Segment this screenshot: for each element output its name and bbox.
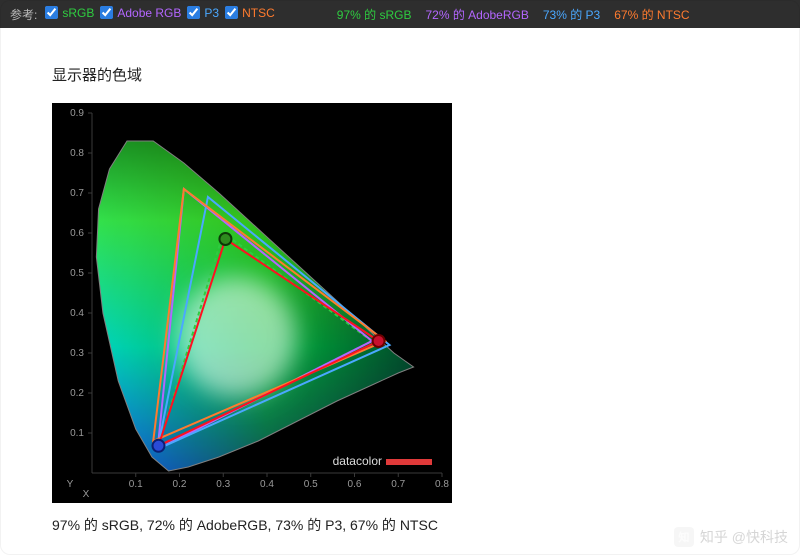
ref-checkbox[interactable]	[100, 6, 113, 19]
svg-text:0.7: 0.7	[391, 479, 405, 490]
svg-text:datacolor: datacolor	[333, 454, 382, 468]
svg-text:0.5: 0.5	[70, 268, 84, 279]
ref-checkbox[interactable]	[187, 6, 200, 19]
vertex-marker	[219, 233, 231, 245]
coverage-percent: 72% 的 AdobeRGB	[425, 8, 528, 22]
svg-text:0.9: 0.9	[70, 108, 84, 119]
ref-item-p3[interactable]: P3	[187, 6, 219, 20]
svg-text:0.6: 0.6	[348, 479, 362, 490]
svg-text:0.6: 0.6	[70, 228, 84, 239]
vertex-marker	[373, 335, 385, 347]
svg-text:0.2: 0.2	[173, 479, 187, 490]
vertex-marker	[153, 440, 165, 452]
reference-toolbar: 参考: sRGB Adobe RGB P3 NTSC 97% 的 sRGB 72% 的 …	[0, 0, 800, 28]
ref-item-srgb[interactable]: sRGB	[45, 6, 94, 20]
coverage-percent: 67% 的 NTSC	[614, 8, 689, 22]
svg-text:0.8: 0.8	[70, 148, 84, 159]
chart-caption: 97% 的 sRGB, 72% 的 AdobeRGB, 73% 的 P3, 67…	[52, 515, 748, 535]
svg-text:知: 知	[677, 530, 689, 544]
zhihu-icon: 知	[674, 527, 694, 547]
ref-name: P3	[204, 6, 219, 20]
svg-text:0.7: 0.7	[70, 188, 84, 199]
watermark-text: 知乎 @快科技	[700, 527, 788, 547]
svg-text:0.1: 0.1	[129, 479, 143, 490]
svg-text:0.3: 0.3	[216, 479, 230, 490]
ref-item-adobe-rgb[interactable]: Adobe RGB	[100, 6, 181, 20]
ref-checkbox[interactable]	[225, 6, 238, 19]
svg-text:0.4: 0.4	[70, 308, 84, 319]
svg-text:0.5: 0.5	[304, 479, 318, 490]
svg-text:0.1: 0.1	[70, 428, 84, 439]
reference-label: 参考:	[10, 6, 37, 23]
svg-text:0.8: 0.8	[435, 479, 449, 490]
svg-text:0.3: 0.3	[70, 348, 84, 359]
ref-name: sRGB	[62, 6, 94, 20]
ref-name: Adobe RGB	[117, 6, 181, 20]
coverage-percent: 97% 的 sRGB	[337, 8, 412, 22]
gamut-chart: 0.1 0.2 0.3 0.4 0.5 0.6 0.7 0.8 0.1 0.2 0.3 0.4 0.5 0…	[52, 103, 452, 503]
watermark: 知 知乎 @快科技	[674, 527, 788, 547]
svg-text:X: X	[83, 489, 90, 500]
coverage-percent: 73% 的 P3	[543, 8, 600, 22]
content-area: 显示器的色域 0.1 0.2 0.3 0.4 0.5 0.6 0.7 0.8 0.1 0.2 0.3…	[0, 28, 800, 535]
svg-text:Y: Y	[67, 479, 74, 490]
ref-name: NTSC	[242, 6, 275, 20]
svg-text:0.2: 0.2	[70, 388, 84, 399]
section-title: 显示器的色域	[52, 64, 748, 85]
ref-item-ntsc[interactable]: NTSC	[225, 6, 275, 20]
ref-checkbox[interactable]	[45, 6, 58, 19]
svg-text:0.4: 0.4	[260, 479, 274, 490]
